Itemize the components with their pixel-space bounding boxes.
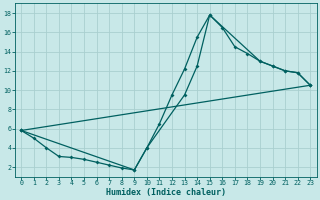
X-axis label: Humidex (Indice chaleur): Humidex (Indice chaleur): [106, 188, 226, 197]
